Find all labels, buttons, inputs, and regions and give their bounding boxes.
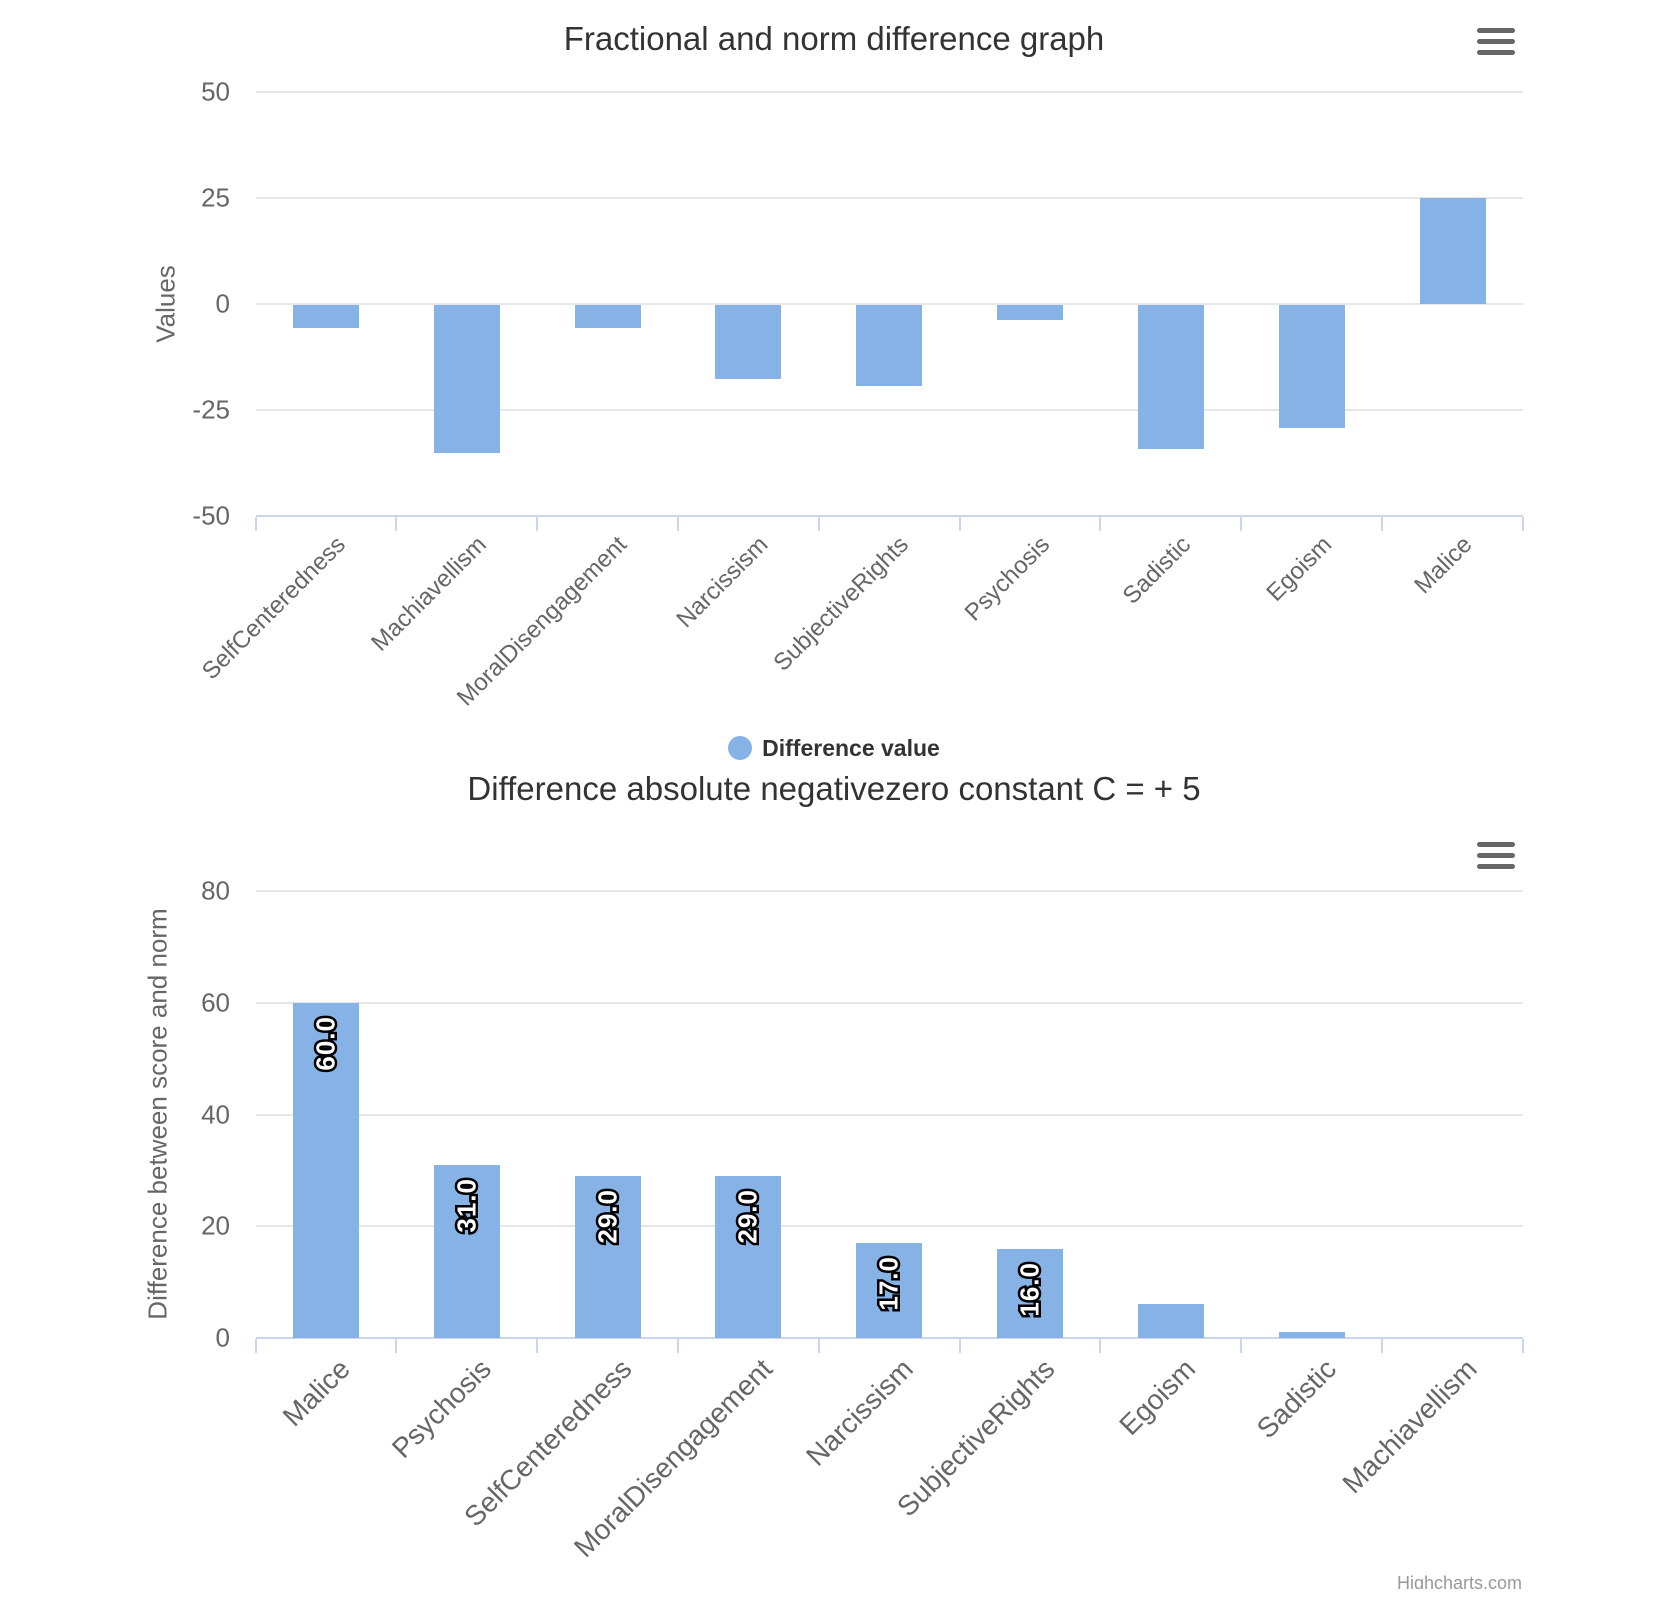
gridline xyxy=(255,1001,1523,1004)
x-axis-category-label: Egoism xyxy=(1112,1353,1201,1441)
x-axis-category-label: Machiavellism xyxy=(1336,1353,1483,1500)
legend: Difference value xyxy=(0,733,1668,763)
legend-item-difference-value[interactable]: Difference value xyxy=(728,735,940,762)
bar-machiavellism[interactable] xyxy=(433,305,500,453)
axis-tick xyxy=(817,517,820,531)
bar-egoism[interactable] xyxy=(1137,1304,1204,1338)
y-axis-tick-label: 40 xyxy=(201,1099,230,1129)
bar-data-label: 29.0 xyxy=(590,1187,625,1247)
axis-tick xyxy=(817,1339,820,1353)
axis-tick xyxy=(958,1339,961,1353)
y-axis-tick-label: 20 xyxy=(201,1210,230,1241)
bar-narcissism[interactable] xyxy=(715,305,782,379)
credits-link[interactable]: Highcharts.com xyxy=(1396,1573,1522,1589)
legend-item-label: Difference value xyxy=(762,734,940,761)
y-axis-tick-label: -50 xyxy=(192,500,230,531)
x-axis-category-label: Psychosis xyxy=(385,1353,497,1465)
x-axis-category-label: Sadistic xyxy=(1117,531,1196,610)
gridline xyxy=(255,409,1523,411)
gridline xyxy=(255,197,1523,199)
bar-data-label: 60.0 xyxy=(308,1014,343,1074)
x-axis-category-label: SelfCenteredness xyxy=(197,531,352,685)
axis-tick xyxy=(676,1339,679,1353)
x-axis-category-label: SubjectiveRights xyxy=(768,531,915,677)
axis-tick xyxy=(1099,1339,1102,1353)
axis-tick xyxy=(395,517,398,531)
x-axis-category-label: Malice xyxy=(276,1353,356,1433)
bar-data-label: 16.0 xyxy=(1012,1260,1047,1320)
gridline xyxy=(255,1113,1523,1116)
y-axis-title: Difference between score and norm xyxy=(142,908,173,1320)
gridline xyxy=(255,890,1523,892)
bar-narcissism[interactable]: 17.0 xyxy=(856,1243,923,1338)
bar-data-label: 29.0 xyxy=(730,1187,765,1247)
y-axis-tick-label: 0 xyxy=(215,288,230,319)
x-axis-line xyxy=(255,1337,1523,1339)
x-axis-line xyxy=(255,515,1523,517)
bar-subjectiverights[interactable] xyxy=(856,305,923,386)
y-axis-tick-label: 80 xyxy=(201,875,230,906)
bar-sadistic[interactable] xyxy=(1137,305,1204,449)
bar-moraldisengagement[interactable]: 29.0 xyxy=(715,1176,782,1338)
bar-sadistic[interactable] xyxy=(1278,1332,1345,1338)
axis-tick xyxy=(254,517,257,531)
axis-tick xyxy=(1381,1339,1384,1353)
hamburger-icon xyxy=(1477,842,1515,869)
y-axis-tick-label: 50 xyxy=(201,76,230,107)
axis-tick xyxy=(536,517,539,531)
gridline xyxy=(255,1225,1523,1228)
chart-context-menu-button[interactable] xyxy=(1477,28,1515,56)
axis-tick xyxy=(676,517,679,531)
bar-data-label: 17.0 xyxy=(871,1254,906,1314)
bar-malice[interactable]: 60.0 xyxy=(292,1003,359,1338)
x-axis-category-label: Narcissism xyxy=(671,531,774,634)
axis-tick xyxy=(1240,517,1243,531)
x-axis-category-label: Malice xyxy=(1409,531,1478,600)
credits-container: Highcharts.com xyxy=(1397,1571,1522,1589)
y-axis-title: Values xyxy=(150,265,181,343)
x-axis-category-label: Machiavellism xyxy=(366,531,492,657)
y-axis-tick-label: 25 xyxy=(201,182,230,213)
axis-tick xyxy=(1240,1339,1243,1353)
bar-moraldisengagement[interactable] xyxy=(574,305,641,328)
chart-title: Difference absolute negativezero constan… xyxy=(467,770,1201,807)
bar-data-label: 31.0 xyxy=(449,1176,484,1236)
gridline xyxy=(255,91,1523,93)
axis-tick xyxy=(254,1339,257,1353)
y-axis-tick-label: -25 xyxy=(192,394,230,425)
x-axis-category-label: Psychosis xyxy=(959,531,1056,627)
y-axis-tick-label: 60 xyxy=(201,987,230,1018)
axis-tick xyxy=(1521,517,1524,531)
axis-tick xyxy=(1099,517,1102,531)
axis-tick xyxy=(536,1339,539,1353)
bar-psychosis[interactable] xyxy=(997,305,1064,320)
bar-selfcenteredness[interactable]: 29.0 xyxy=(574,1176,641,1338)
chart-title: Fractional and norm difference graph xyxy=(563,20,1105,57)
x-axis-category-label: Sadistic xyxy=(1250,1353,1342,1445)
chart-context-menu-button[interactable] xyxy=(1477,842,1515,870)
y-axis-tick-label: 0 xyxy=(215,1322,230,1353)
bar-egoism[interactable] xyxy=(1278,305,1345,428)
bar-selfcenteredness[interactable] xyxy=(292,305,359,328)
gridline xyxy=(255,303,1523,305)
bar-psychosis[interactable]: 31.0 xyxy=(433,1165,500,1338)
axis-tick xyxy=(1381,517,1384,531)
hamburger-icon xyxy=(1477,28,1515,55)
x-axis-category-label: Narcissism xyxy=(800,1353,920,1472)
axis-tick xyxy=(1521,1339,1524,1353)
bar-subjectiverights[interactable]: 16.0 xyxy=(997,1249,1064,1338)
axis-tick xyxy=(395,1339,398,1353)
series-marker-icon xyxy=(728,736,753,760)
axis-tick xyxy=(958,517,961,531)
x-axis-category-label: Egoism xyxy=(1261,531,1337,607)
bar-malice[interactable] xyxy=(1419,198,1486,304)
